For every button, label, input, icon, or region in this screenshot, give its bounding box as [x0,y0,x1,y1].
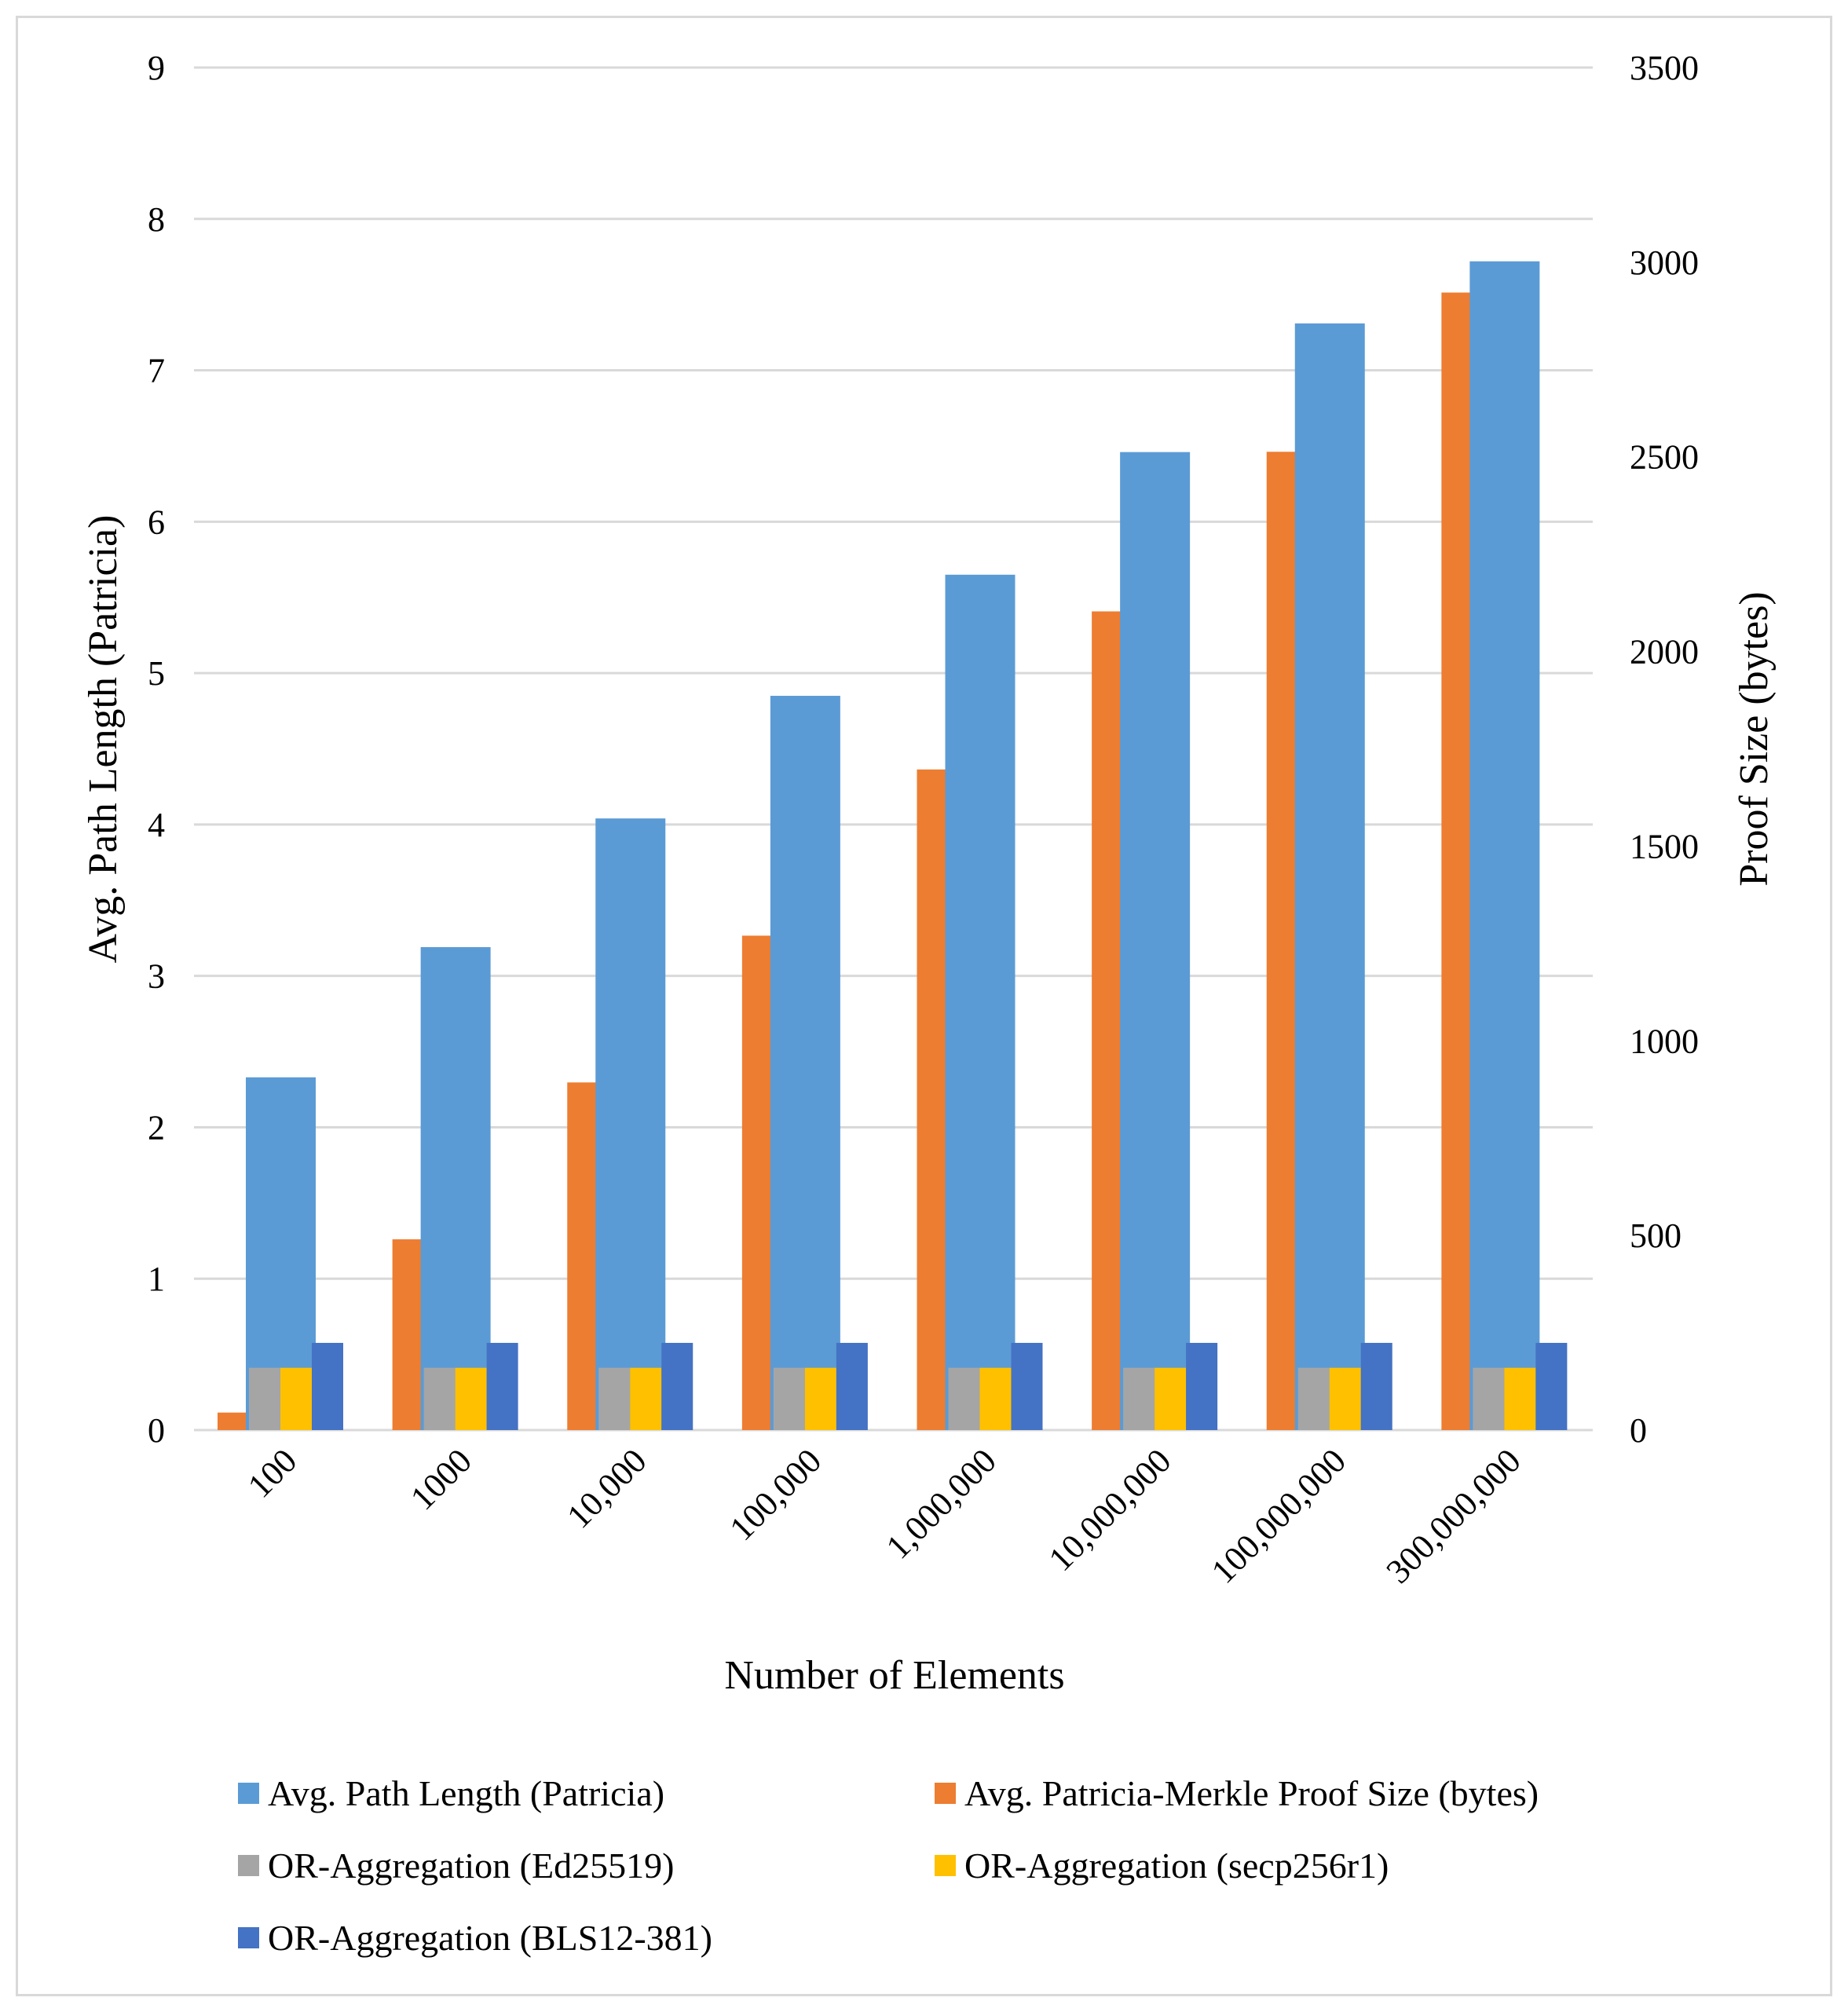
bar-avg-patricia-merkle-proof-size-bytes [392,1239,424,1430]
left-tick-label: 0 [148,1411,165,1450]
x-tick-label: 100,000,000 [1204,1441,1353,1590]
left-tick-label: 6 [148,503,165,541]
bar-or-aggregation-secp256r1 [804,1367,836,1430]
legend-swatch [238,1855,259,1876]
bar-or-aggregation-bls12-381 [486,1342,518,1430]
bar-or-aggregation-ed25519 [249,1367,280,1430]
bar-or-aggregation-ed25519 [423,1367,456,1430]
bar-avg-patricia-merkle-proof-size-bytes [917,769,949,1430]
bar-or-aggregation-bls12-381 [312,1342,343,1430]
bar-or-aggregation-secp256r1 [630,1367,662,1430]
right-tick-label: 1000 [1630,1022,1699,1060]
right-tick-label: 1500 [1630,827,1699,865]
legend-label: OR-Aggregation (Ed25519) [268,1846,674,1886]
x-tick-label: 1000 [403,1441,479,1517]
x-tick-label: 1,000,000 [879,1441,1004,1566]
bar-avg-patricia-merkle-proof-size-bytes [567,1082,599,1430]
bar-or-aggregation-secp256r1 [1504,1367,1536,1430]
right-tick-label: 3500 [1630,49,1699,87]
bar-avg-patricia-merkle-proof-size-bytes [741,935,774,1430]
bar-avg-path-length-patricia [770,696,840,1430]
bar-avg-patricia-merkle-proof-size-bytes [1092,611,1124,1430]
bar-or-aggregation-bls12-381 [1535,1342,1568,1430]
left-tick-label: 4 [148,806,165,844]
left-tick-label: 1 [148,1260,165,1298]
left-tick-label: 3 [148,957,165,996]
x-tick-label: 100,000 [722,1441,829,1548]
left-tick-label: 9 [148,49,165,87]
bar-or-aggregation-ed25519 [773,1367,805,1430]
bar-or-aggregation-ed25519 [1297,1367,1330,1430]
bar-avg-patricia-merkle-proof-size-bytes [218,1412,249,1430]
bar-or-aggregation-secp256r1 [1329,1367,1361,1430]
legend-swatch [238,1927,259,1948]
bar-or-aggregation-bls12-381 [661,1342,693,1430]
gridlines [194,66,1593,1432]
bar-or-aggregation-ed25519 [1473,1367,1505,1430]
bar-avg-path-length-patricia [1120,452,1191,1431]
bar-avg-path-length-patricia [1294,323,1365,1430]
x-axis-title: Number of Elements [724,1653,1064,1698]
bar-or-aggregation-ed25519 [1123,1367,1155,1430]
left-tick-label: 5 [148,654,165,693]
bar-or-aggregation-secp256r1 [280,1367,312,1430]
bar-avg-patricia-merkle-proof-size-bytes [1266,452,1298,1430]
bar-or-aggregation-secp256r1 [979,1367,1012,1430]
right-tick-label: 500 [1630,1216,1681,1255]
x-tick-label: 10,000,000 [1041,1441,1179,1579]
bar-avg-path-length-patricia [595,818,666,1430]
bar-or-aggregation-bls12-381 [1186,1342,1218,1430]
legend-label: OR-Aggregation (BLS12-381) [268,1918,712,1958]
bar-avg-path-length-patricia [945,574,1015,1430]
right-axis-ticks: 0 500 1000 1500 2000 2500 3000 3500 [1630,49,1699,1450]
right-tick-label: 3000 [1630,243,1699,282]
bar-or-aggregation-ed25519 [948,1367,980,1430]
legend-label: Avg. Path Length (Patricia) [268,1773,664,1813]
x-axis-ticks: 100 1000 10,000 100,000 1,000,000 10,000,000 1… [240,1441,1528,1590]
bar-or-aggregation-bls12-381 [836,1342,868,1430]
bar-or-aggregation-secp256r1 [1155,1367,1187,1430]
bar-or-aggregation-secp256r1 [455,1367,487,1430]
left-tick-label: 7 [148,352,165,390]
right-tick-label: 2000 [1630,633,1699,671]
bar-or-aggregation-bls12-381 [1011,1342,1043,1430]
bar-or-aggregation-bls12-381 [1360,1342,1392,1430]
legend-swatch [238,1783,259,1804]
legend-swatch [935,1855,956,1876]
x-tick-label: 10,000 [559,1441,653,1535]
legend: Avg. Path Length (Patricia) Avg. Patricia… [238,1773,1539,1958]
legend-swatch [935,1783,956,1804]
bar-avg-path-length-patricia [1469,261,1540,1430]
x-tick-label: 100 [240,1441,304,1505]
right-tick-label: 0 [1630,1411,1647,1450]
left-axis-title: Avg. Path Length (Patricia) [81,515,126,964]
bar-avg-path-length-patricia [420,947,491,1430]
legend-label: Avg. Patricia-Merkle Proof Size (bytes) [964,1773,1539,1813]
left-tick-label: 8 [148,200,165,239]
bar-or-aggregation-ed25519 [598,1367,631,1430]
right-tick-label: 2500 [1630,438,1699,477]
bar-avg-patricia-merkle-proof-size-bytes [1441,292,1473,1431]
left-tick-label: 2 [148,1108,165,1147]
left-axis-ticks: 0 1 2 3 4 5 6 7 8 9 [148,49,165,1450]
bars [218,261,1568,1431]
x-tick-label: 300,000,000 [1379,1441,1528,1590]
right-axis-title: Proof Size (bytes) [1732,591,1777,886]
legend-label: OR-Aggregation (secp256r1) [964,1846,1389,1886]
